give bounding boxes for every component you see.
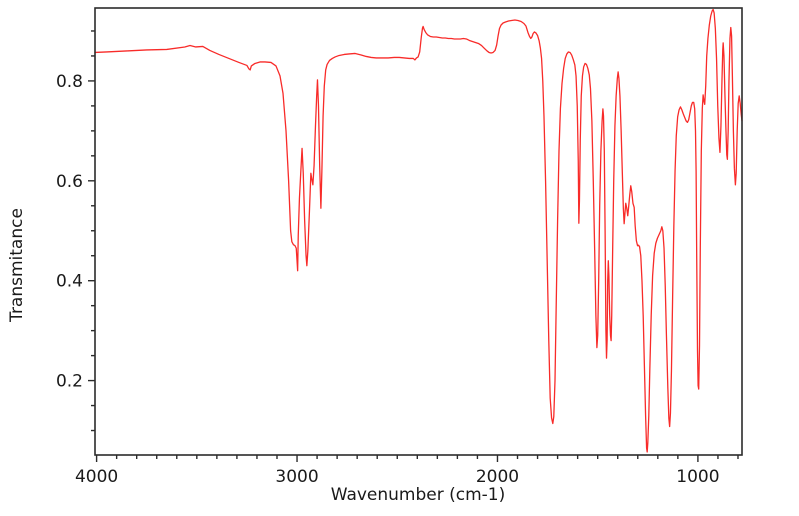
y-tick-label: 0.6 (56, 172, 83, 192)
y-tick-label: 0.4 (56, 272, 83, 292)
plot-area (95, 8, 742, 455)
spectrum-curve (94, 8, 743, 453)
x-tick-label: 4000 (75, 467, 118, 487)
x-tick-label: 1000 (676, 467, 719, 487)
x-tick-label: 2000 (476, 467, 519, 487)
x-tick-label: 3000 (275, 467, 318, 487)
y-tick-label: 0.8 (56, 72, 83, 92)
x-axis-label: Wavenumber (cm-1) (331, 485, 506, 505)
y-axis-label: Transmitance (7, 208, 27, 323)
plot-spines (94, 7, 743, 456)
y-tick-label: 0.2 (56, 372, 83, 392)
axis-tick-labels: 4000 3000 2000 1000 0.8 0.6 0.4 0.2 (56, 72, 720, 487)
